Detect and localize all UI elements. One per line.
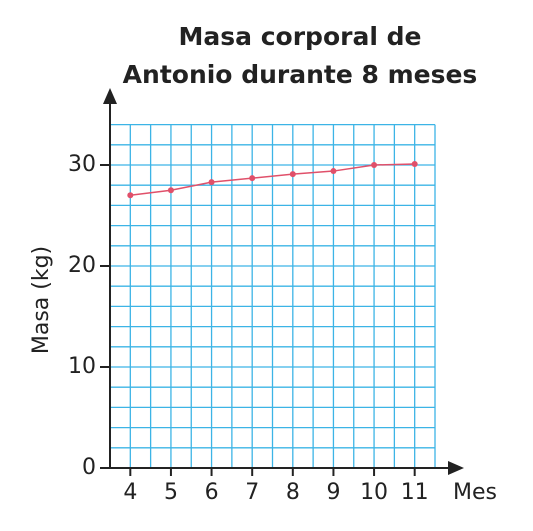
y-tick-label: 0 — [82, 455, 96, 480]
x-tick-label: 4 — [123, 480, 137, 505]
x-tick-label: 10 — [360, 480, 388, 505]
y-tick-label: 10 — [68, 354, 96, 379]
data-line — [130, 163, 415, 197]
x-tick-label: 11 — [401, 480, 429, 505]
chart-title: Masa corporal de — [179, 22, 422, 51]
x-axis-arrow — [448, 461, 464, 475]
y-axis-arrow — [103, 88, 117, 104]
x-tick-label: 7 — [245, 480, 259, 505]
data-point — [330, 168, 337, 175]
y-tick-label: 20 — [68, 253, 96, 278]
y-axis-label: Masa (kg) — [29, 246, 54, 354]
data-point — [208, 179, 215, 186]
data-point — [411, 160, 418, 167]
x-tick-label: 9 — [326, 480, 340, 505]
chart-title: Antonio durante 8 meses — [123, 60, 478, 89]
data-point — [289, 171, 296, 178]
x-axis-label: Mes — [453, 480, 497, 505]
data-point — [127, 192, 134, 199]
data-point — [249, 175, 256, 182]
x-tick-label: 6 — [205, 480, 219, 505]
y-tick-label: 30 — [68, 152, 96, 177]
data-point — [371, 162, 378, 168]
x-tick-label: 8 — [286, 480, 300, 505]
x-tick-label: 5 — [164, 480, 178, 505]
data-point — [167, 187, 174, 194]
